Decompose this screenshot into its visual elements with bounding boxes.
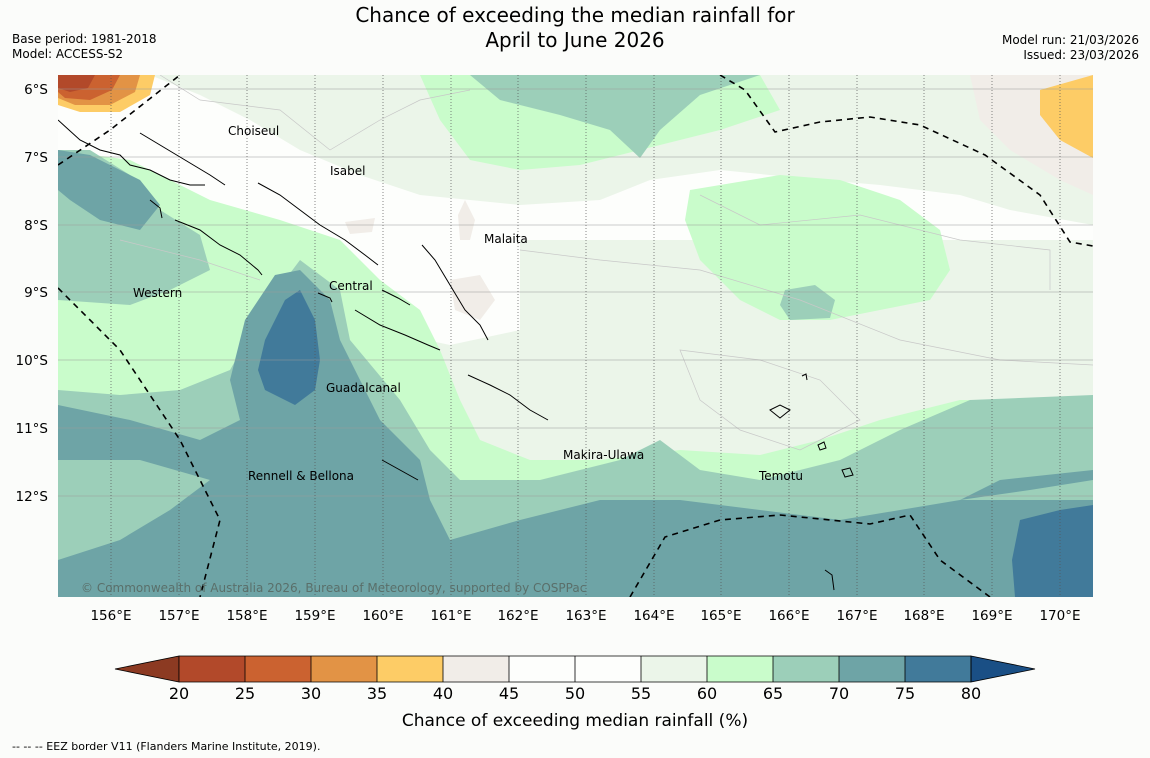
colorbar-swatch — [905, 656, 971, 682]
island-temotu-3 — [817, 441, 827, 451]
colorbar: 20 25 30 35 40 45 50 55 60 65 70 75 80 C… — [114, 655, 1036, 731]
island-central — [381, 289, 411, 306]
island-temotu-1 — [769, 404, 791, 419]
colorbar-tick: 65 — [763, 684, 783, 703]
contour-70-75 — [58, 150, 1093, 597]
lon-label: 157°E — [158, 608, 199, 624]
model-run: Model run: 21/03/2026 — [1001, 33, 1139, 47]
colorbar-swatch — [443, 656, 509, 682]
colorbar-tick: 20 — [169, 684, 189, 703]
region-label-temotu: Temotu — [758, 469, 803, 483]
colorbar-swatch — [707, 656, 773, 682]
contour-35-40 — [1040, 75, 1093, 158]
colorbar-swatch — [839, 656, 905, 682]
lon-label: 156°E — [90, 608, 131, 624]
lat-label: 10°S — [16, 353, 49, 369]
contour-40-45 — [345, 75, 1093, 320]
lon-label: 169°E — [971, 608, 1012, 624]
colorbar-swatch — [773, 656, 839, 682]
lon-label: 168°E — [903, 608, 944, 624]
colorbar-extend-low — [114, 655, 180, 683]
region-label-western: Western — [133, 286, 182, 300]
region-label-central: Central — [329, 279, 373, 293]
copyright-notice: © Commonwealth of Australia 2026, Bureau… — [81, 581, 586, 595]
lon-label: 170°E — [1039, 608, 1080, 624]
eez-border — [58, 75, 1093, 597]
chart-title-line2: April to June 2026 — [485, 28, 665, 52]
colorbar-tick: 55 — [631, 684, 651, 703]
lon-label: 167°E — [836, 608, 877, 624]
region-label-makira-ulawa: Makira-Ulawa — [563, 448, 644, 462]
lon-label: 163°E — [565, 608, 606, 624]
region-label-guadalcanal: Guadalcanal — [326, 381, 401, 395]
colorbar-tick: 45 — [499, 684, 519, 703]
island-isabel — [257, 182, 379, 266]
lat-label: 7°S — [24, 150, 48, 166]
island-florida — [317, 292, 333, 303]
colorbar-label: Chance of exceeding median rainfall (%) — [402, 711, 748, 731]
island-new-georgia — [174, 219, 263, 276]
lon-label: 158°E — [226, 608, 267, 624]
rainfall-map: 6°S 7°S 8°S 9°S 10°S 11°S 12°S 156°E 157… — [16, 75, 1093, 731]
colorbar-swatch — [509, 656, 575, 682]
latitude-grid — [58, 88, 1093, 497]
lat-label: 6°S — [24, 82, 48, 98]
eez-footnote: -- -- -- EEZ border V11 (Flanders Marine… — [12, 740, 321, 753]
island-malaita — [421, 244, 489, 341]
lon-label: 160°E — [362, 608, 403, 624]
colorbar-tick: 30 — [301, 684, 321, 703]
contour-20-25-west — [58, 75, 95, 92]
island-small-2 — [824, 569, 835, 591]
rainfall-contours — [58, 75, 1093, 597]
lon-label: 166°E — [768, 608, 809, 624]
longitude-grid — [110, 75, 1061, 597]
lat-label: 8°S — [24, 218, 48, 234]
island-bougainville — [58, 119, 205, 186]
colorbar-tick: 40 — [433, 684, 453, 703]
region-label-isabel: Isabel — [330, 164, 365, 178]
region-label-choiseul: Choiseul — [228, 124, 279, 138]
colorbar-tick: 70 — [829, 684, 849, 703]
coastlines — [58, 119, 854, 591]
colorbar-swatch — [311, 656, 377, 682]
island-rennell — [381, 459, 419, 481]
colorbar-swatch — [179, 656, 245, 682]
region-label-malaita: Malaita — [484, 232, 528, 246]
region-label-rennell-bellona: Rennell & Bellona — [248, 469, 354, 483]
lon-label: 165°E — [700, 608, 741, 624]
colorbar-tick: 75 — [895, 684, 915, 703]
model-name: Model: ACCESS-S2 — [12, 47, 124, 61]
base-period: Base period: 1981-2018 — [12, 32, 157, 46]
lon-label: 161°E — [430, 608, 471, 624]
colorbar-tick: 25 — [235, 684, 255, 703]
colorbar-tick: 35 — [367, 684, 387, 703]
lon-label: 162°E — [497, 608, 538, 624]
colorbar-tick: 80 — [961, 684, 981, 703]
colorbar-extend-high — [970, 655, 1036, 683]
lon-label: 164°E — [633, 608, 674, 624]
colorbar-swatch — [245, 656, 311, 682]
island-makira — [467, 374, 549, 421]
lat-label: 12°S — [16, 489, 49, 505]
island-small-1 — [801, 373, 808, 381]
colorbar-swatch — [575, 656, 641, 682]
lon-label: 159°E — [294, 608, 335, 624]
island-temotu-2 — [841, 467, 854, 478]
colorbar-tick: 50 — [565, 684, 585, 703]
chart-title-line1: Chance of exceeding the median rainfall … — [355, 3, 795, 27]
lat-label: 11°S — [16, 421, 49, 437]
island-choiseul — [139, 132, 226, 186]
island-guadalcanal — [354, 309, 441, 351]
colorbar-swatch — [641, 656, 707, 682]
colorbar-tick: 60 — [697, 684, 717, 703]
island-vella — [149, 199, 163, 219]
lat-label: 9°S — [24, 285, 48, 301]
colorbar-swatch — [377, 656, 443, 682]
issue-date: Issued: 23/03/2026 — [1023, 48, 1139, 62]
